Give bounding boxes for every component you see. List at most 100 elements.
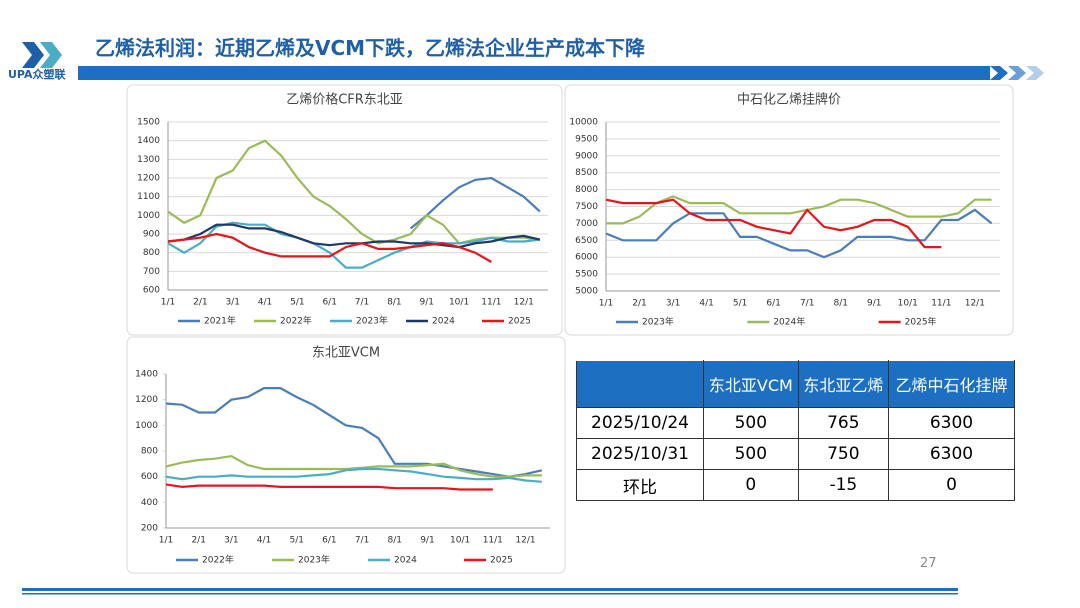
- y-tick-label: 200: [141, 524, 158, 534]
- legend-label: 2023年: [356, 315, 388, 327]
- chart-title: 东北亚VCM: [312, 346, 380, 361]
- row-label: 2025/10/31: [576, 438, 704, 470]
- x-tick-label: 11/1: [481, 298, 501, 308]
- y-tick-label: 800: [143, 248, 160, 258]
- y-tick-label: 1000: [137, 211, 160, 221]
- y-tick-label: 1400: [135, 370, 158, 380]
- table-cell: 765: [797, 407, 890, 439]
- y-tick-label: 10000: [569, 118, 598, 128]
- series-line: [167, 232, 492, 263]
- y-tick-label: 400: [141, 498, 158, 508]
- y-tick-label: 7000: [575, 219, 598, 229]
- x-tick-label: 5/1: [733, 299, 747, 309]
- chart-title: 乙烯价格CFR东北亚: [286, 92, 403, 108]
- x-tick-label: 6/1: [322, 536, 336, 546]
- y-tick-label: 900: [143, 230, 160, 240]
- table-cell: 500: [703, 438, 799, 470]
- y-tick-label: 9500: [575, 134, 598, 144]
- series-line: [606, 195, 992, 225]
- y-tick-label: 600: [143, 286, 160, 296]
- x-tick-label: 4/1: [257, 536, 271, 546]
- series-line: [409, 176, 541, 230]
- table-row: 2025/10/24 500 765 6300: [576, 407, 1015, 439]
- table-cell: 0: [703, 469, 799, 501]
- footer-line: [22, 593, 958, 595]
- y-tick-label: 1000: [135, 421, 158, 431]
- row-label: 环比: [576, 469, 704, 501]
- legend-label: 2025: [490, 556, 513, 566]
- x-tick-label: 3/1: [224, 536, 238, 546]
- y-tick-label: 8000: [575, 185, 598, 195]
- x-tick-label: 6/1: [322, 298, 336, 308]
- y-tick-label: 6000: [575, 253, 598, 263]
- table-cell: 500: [703, 407, 799, 439]
- x-tick-label: 6/1: [766, 299, 780, 309]
- y-tick-label: 1500: [137, 118, 160, 128]
- series-line: [605, 198, 942, 249]
- y-tick-label: 6500: [575, 236, 598, 246]
- y-tick-label: 1400: [137, 136, 160, 146]
- x-tick-label: 7/1: [800, 299, 814, 309]
- legend-label: 2023年: [298, 554, 330, 566]
- chart-frame: [126, 84, 563, 336]
- chart-title: 中石化乙烯挂牌价: [737, 92, 841, 108]
- x-tick-label: 10/1: [898, 299, 918, 309]
- y-tick-label: 5000: [575, 287, 598, 297]
- chart-frame: [126, 336, 566, 574]
- legend-label: 2023年: [642, 316, 674, 328]
- legend-label: 2022年: [202, 554, 234, 566]
- x-tick-label: 1/1: [161, 298, 175, 308]
- x-tick-label: 3/1: [666, 299, 680, 309]
- legend-label: 2024年: [773, 316, 805, 328]
- x-tick-label: 11/1: [931, 299, 951, 309]
- legend-label: 2025: [508, 317, 531, 327]
- x-tick-label: 5/1: [289, 536, 303, 546]
- x-tick-label: 9/1: [867, 299, 881, 309]
- table-cell: 6300: [888, 438, 1015, 470]
- x-tick-label: 10/1: [450, 536, 470, 546]
- series-line: [605, 208, 993, 259]
- x-tick-label: 2/1: [632, 299, 646, 309]
- legend-label: 2025年: [905, 316, 937, 328]
- x-tick-label: 1/1: [599, 299, 613, 309]
- chart-frame: [564, 84, 1014, 336]
- x-tick-label: 12/1: [965, 299, 985, 309]
- x-tick-label: 12/1: [515, 536, 535, 546]
- row-label: 2025/10/24: [576, 407, 704, 439]
- footer-line: [22, 588, 958, 591]
- legend-label: 2022年: [280, 315, 312, 327]
- series-line: [165, 467, 542, 483]
- series-line: [167, 221, 541, 269]
- x-tick-label: 9/1: [420, 536, 434, 546]
- x-tick-label: 11/1: [483, 536, 503, 546]
- x-tick-label: 8/1: [388, 536, 402, 546]
- corner-cell: [576, 360, 704, 408]
- y-tick-label: 7500: [575, 202, 598, 212]
- column-header: 乙烯中石化挂牌: [888, 360, 1015, 408]
- page-title: 乙烯法利润：近期乙烯及VCM下跌，乙烯法企业生产成本下降: [95, 36, 646, 60]
- x-tick-label: 8/1: [833, 299, 847, 309]
- price-table: 东北亚VCM 东北亚乙烯 乙烯中石化挂牌 2025/10/24 500 765 630…: [576, 360, 1015, 501]
- x-tick-label: 12/1: [514, 298, 534, 308]
- y-tick-label: 5500: [575, 270, 598, 280]
- table-cell: 0: [888, 469, 1015, 501]
- series-line: [165, 483, 493, 491]
- y-tick-label: 800: [141, 447, 158, 457]
- y-tick-label: 9000: [575, 151, 598, 161]
- x-tick-label: 4/1: [699, 299, 713, 309]
- page-number: 27: [920, 556, 937, 571]
- table-cell: 750: [797, 438, 890, 470]
- chevrons: [990, 66, 1044, 80]
- x-tick-label: 8/1: [387, 298, 401, 308]
- x-tick-label: 9/1: [419, 298, 433, 308]
- x-tick-label: 3/1: [225, 298, 239, 308]
- y-tick-label: 1300: [137, 155, 160, 165]
- series-line: [165, 454, 542, 478]
- legend-label: 2024: [432, 317, 455, 327]
- x-tick-label: 7/1: [355, 298, 369, 308]
- column-header: 东北亚乙烯: [797, 360, 890, 408]
- x-tick-label: 7/1: [355, 536, 369, 546]
- x-tick-label: 1/1: [159, 536, 173, 546]
